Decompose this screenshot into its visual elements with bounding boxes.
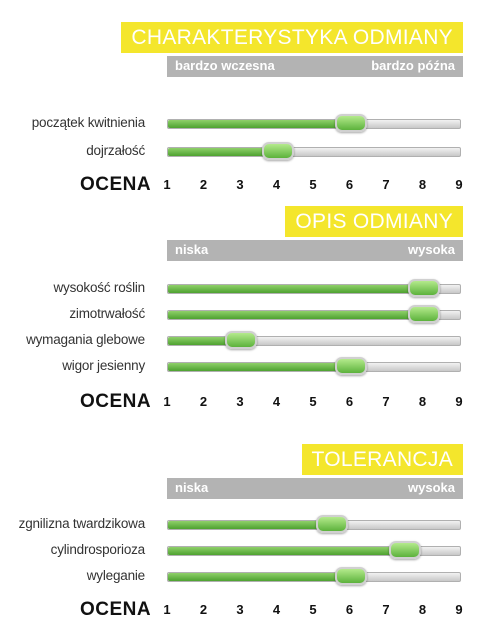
rating-track <box>167 541 461 559</box>
category-label: zgnilizna twardzikowa <box>18 516 146 531</box>
chart-title: TOLERANCJA <box>301 444 463 475</box>
scale-low-label: bardzo wczesna <box>175 58 275 73</box>
rating-marker <box>334 567 367 585</box>
rating-bar <box>168 573 351 581</box>
scale-bar: bardzo wczesna bardzo późna <box>167 56 463 77</box>
rating-track <box>167 567 461 585</box>
tick-label: 6 <box>345 602 354 617</box>
tick-label: 7 <box>382 177 390 192</box>
rating-track <box>167 114 461 132</box>
rating-marker <box>407 279 440 297</box>
scale-high-label: bardzo późna <box>371 58 455 73</box>
tick-label: 3 <box>236 602 244 617</box>
scale-bar: niska wysoka <box>167 240 463 261</box>
tick-label: 9 <box>455 177 463 192</box>
tick-label: 9 <box>455 602 463 617</box>
category-label: wyleganie <box>86 568 145 583</box>
rating-marker <box>334 357 367 375</box>
scale-low-label: niska <box>175 480 209 495</box>
axis-label: OCENA <box>80 391 152 412</box>
tick-label: 5 <box>309 177 317 192</box>
category-label: cylindrosporioza <box>50 542 146 557</box>
rating-track <box>167 515 461 533</box>
rating-marker <box>225 331 257 349</box>
rating-track <box>167 331 461 349</box>
tick-label: 3 <box>236 177 244 192</box>
category-label: wigor jesienny <box>62 358 145 373</box>
category-label: dojrzałość <box>86 143 145 158</box>
tick-label: 6 <box>345 394 354 409</box>
tick-label: 4 <box>272 177 281 192</box>
tick-label: 2 <box>199 602 208 617</box>
rating-track <box>167 279 461 297</box>
tick-label: 5 <box>309 394 317 409</box>
rating-track <box>167 305 461 323</box>
rating-marker <box>316 515 349 533</box>
rating-track <box>167 142 461 160</box>
axis-label: OCENA <box>80 174 152 195</box>
rating-bar <box>168 337 241 345</box>
tick-label: 5 <box>309 602 317 617</box>
rating-bar <box>168 363 351 371</box>
tick-label: 1 <box>163 177 171 192</box>
category-label: wysokość roślin <box>53 280 145 295</box>
tick-label: 7 <box>382 394 390 409</box>
category-label: wymagania glebowe <box>26 332 145 347</box>
scale-high-label: wysoka <box>408 480 455 495</box>
rating-marker <box>389 541 422 559</box>
tick-label: 6 <box>345 177 354 192</box>
tick-label: 4 <box>272 394 281 409</box>
category-label: początek kwitnienia <box>31 115 145 130</box>
rating-marker <box>261 142 294 160</box>
rating-marker <box>334 114 367 132</box>
rating-bar <box>168 148 278 156</box>
scale-low-label: niska <box>175 242 209 257</box>
tick-label: 1 <box>163 602 171 617</box>
scale-bar: niska wysoka <box>167 478 463 499</box>
chart-title: CHARAKTERYSTYKA ODMIANY <box>121 22 463 53</box>
rating-bar <box>168 521 333 529</box>
tick-label: 7 <box>382 602 390 617</box>
tick-label: 1 <box>163 394 171 409</box>
rating-bar <box>168 120 351 128</box>
chart-title: OPIS ODMIANY <box>285 206 463 237</box>
scale-high-label: wysoka <box>408 242 455 257</box>
rating-marker <box>407 305 440 323</box>
tick-label: 3 <box>236 394 244 409</box>
tick-label: 2 <box>199 177 208 192</box>
category-label: zimotrwałość <box>69 306 145 321</box>
tick-label: 8 <box>418 177 427 192</box>
tick-label: 8 <box>418 602 427 617</box>
axis-label: OCENA <box>80 599 152 620</box>
rating-bar <box>168 285 424 293</box>
rating-bar <box>168 311 424 319</box>
tick-label: 9 <box>455 394 463 409</box>
rating-track <box>167 357 461 375</box>
rating-bar <box>168 547 406 555</box>
tick-label: 2 <box>199 394 208 409</box>
tick-label: 8 <box>418 394 427 409</box>
tick-label: 4 <box>272 602 281 617</box>
